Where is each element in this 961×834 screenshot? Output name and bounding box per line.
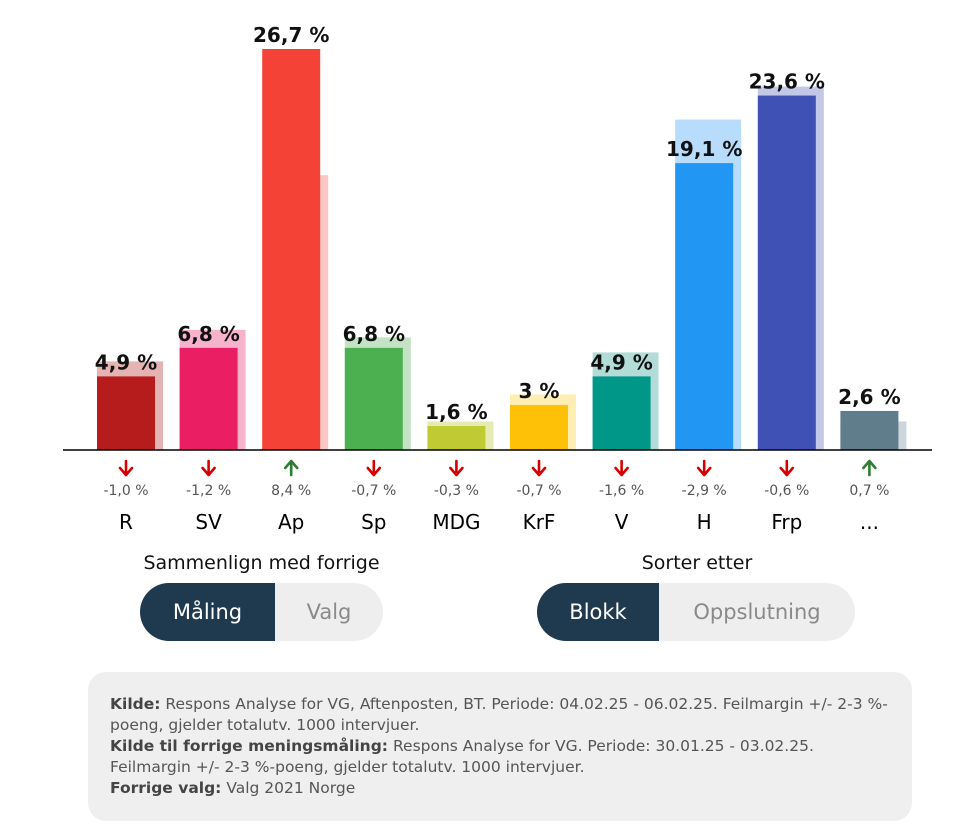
value-label: 23,6 % — [749, 70, 825, 94]
change-label: -2,9 % — [682, 483, 727, 499]
previous-election-label: Forrige valg: — [110, 779, 222, 797]
previous-poll-source-text: Respons Analyse for VG. Periode: 30.01.2… — [110, 737, 814, 776]
sort-toggle: Blokk Oppslutning — [537, 583, 855, 641]
party-label: R — [119, 510, 133, 534]
party-label: SV — [195, 510, 222, 534]
change-label: 8,4 % — [271, 483, 311, 499]
arrow-down-icon — [614, 459, 629, 477]
source-label: Kilde: — [110, 695, 161, 713]
source-info: Kilde: Respons Analyse for VG, Aftenpost… — [88, 672, 912, 821]
sort-oppslutning-button[interactable]: Oppslutning — [693, 600, 821, 624]
current-bar — [262, 49, 321, 450]
change-label: -0,6 % — [764, 483, 809, 499]
value-label: 6,8 % — [177, 322, 239, 346]
arrow-down-icon — [449, 459, 464, 477]
value-label: 19,1 % — [666, 137, 742, 161]
change-label: -0,7 % — [516, 483, 561, 499]
current-bar — [840, 410, 899, 450]
compare-valg-button[interactable]: Valg — [306, 600, 352, 624]
arrow-down-icon — [531, 459, 547, 477]
sort-title: Sorter etter — [641, 552, 753, 574]
current-bar — [179, 347, 238, 450]
sort-blokk-button[interactable]: Blokk — [537, 583, 659, 641]
value-label: 3 % — [519, 379, 560, 403]
change-label: -1,0 % — [103, 483, 148, 499]
party-label: Ap — [278, 510, 304, 534]
arrow-up-icon — [862, 459, 877, 477]
party-label: H — [697, 510, 712, 534]
compare-title: Sammenlign med forrige — [143, 552, 380, 574]
current-bar — [592, 376, 651, 450]
current-bar — [675, 163, 734, 450]
change-label: -1,6 % — [599, 483, 644, 499]
party-label: Sp — [361, 510, 386, 534]
party-label: Frp — [771, 510, 802, 534]
party-label: MDG — [432, 510, 480, 534]
value-label: 2,6 % — [838, 385, 900, 409]
arrow-down-icon — [201, 459, 216, 477]
value-label: 4,9 % — [590, 350, 652, 374]
current-bar — [97, 376, 155, 450]
change-label: -1,2 % — [186, 483, 231, 499]
arrow-down-icon — [118, 459, 134, 477]
arrow-up-icon — [283, 459, 299, 477]
previous-poll-source-label: Kilde til forrige meningsmåling: — [110, 737, 389, 755]
source-text: Respons Analyse for VG, Aftenposten, BT.… — [110, 695, 888, 734]
value-label: 26,7 % — [253, 23, 329, 47]
value-label: 4,9 % — [95, 350, 157, 374]
current-bar — [344, 347, 403, 450]
party-label: V — [615, 510, 629, 534]
change-label: 0,7 % — [849, 483, 889, 499]
change-label: -0,7 % — [351, 483, 396, 499]
change-label: -0,3 % — [434, 483, 479, 499]
value-label: 6,8 % — [343, 322, 405, 346]
poll-bar-chart: 4,9 % -1,0 % R 6,8 % -1,2 % SV 26,7 % 8,4 % Ap 6,… — [63, 23, 932, 534]
party-label: ... — [860, 510, 879, 534]
value-label: 1,6 % — [425, 400, 487, 424]
arrow-down-icon — [366, 459, 382, 477]
arrow-down-icon — [696, 459, 712, 477]
current-bar — [757, 95, 816, 451]
arrow-down-icon — [779, 459, 795, 477]
current-bar — [510, 404, 568, 450]
current-bar — [427, 425, 486, 450]
compare-maling-button[interactable]: Måling — [140, 583, 275, 641]
previous-election-text: Valg 2021 Norge — [226, 779, 356, 797]
compare-toggle: Måling Valg — [140, 583, 383, 641]
party-label: KrF — [523, 510, 556, 534]
